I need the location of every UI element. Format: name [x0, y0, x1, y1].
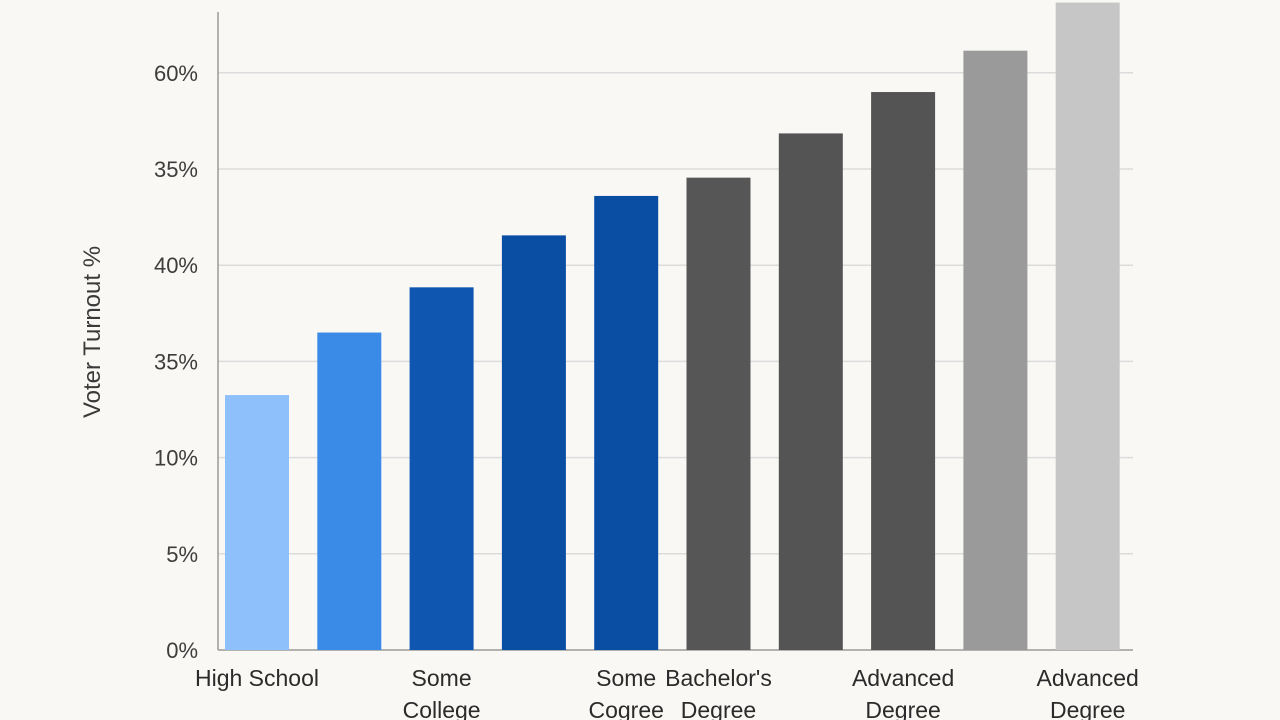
x-category-label: Some [596, 665, 656, 691]
y-tick-label: 60% [154, 61, 198, 86]
y-tick-label: 0% [166, 638, 198, 663]
x-category-label: Degree [1050, 697, 1125, 720]
x-category-label: Degree [681, 697, 756, 720]
y-tick-label: 10% [154, 446, 198, 471]
x-category-label: Advanced [852, 665, 954, 691]
y-tick-labels: 0% 5% 10% 35% 40% 35% 60% [154, 61, 198, 663]
x-category-label: Advanced [1037, 665, 1139, 691]
bar [594, 195, 659, 650]
x-category-label: Cogree [588, 697, 663, 720]
y-tick-label: 5% [166, 542, 198, 567]
y-tick-label: 35% [154, 349, 198, 374]
x-category-label: College [403, 697, 481, 720]
bar [1055, 2, 1120, 651]
bars [225, 2, 1120, 651]
bar [317, 332, 382, 650]
bar [778, 133, 843, 650]
x-category-label: Bachelor's [665, 665, 772, 691]
bar [963, 50, 1028, 650]
y-tick-label: 35% [154, 157, 198, 182]
x-category-label: Some [412, 665, 472, 691]
y-tick-label: 40% [154, 253, 198, 278]
bar [686, 177, 751, 650]
bar [501, 235, 566, 651]
bar [225, 395, 289, 650]
bar [409, 287, 474, 650]
x-category-labels: High School Some College Some CogreeBachelor… [195, 665, 1139, 720]
x-category-label: High School [195, 665, 319, 691]
y-axis-title: Voter Turnout % [79, 246, 106, 418]
bar [871, 92, 936, 651]
x-category-label: Degree [865, 697, 940, 720]
